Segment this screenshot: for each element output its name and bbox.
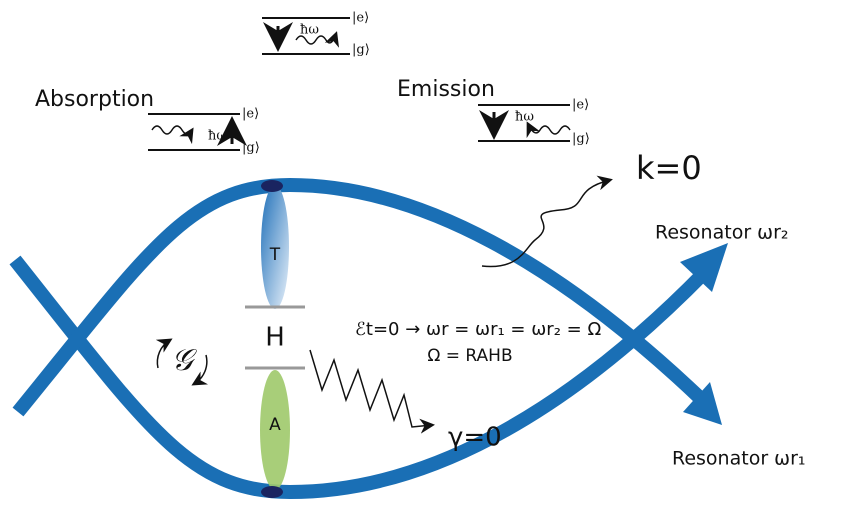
equation: ℰt=0 → ωr = ωr₁ = ωr₂ = Ω — [355, 319, 601, 340]
label: H — [265, 323, 285, 353]
resonator-curve — [18, 185, 700, 412]
label: ħω — [300, 23, 319, 38]
label: |e⟩ — [352, 11, 369, 26]
label: A — [269, 415, 281, 435]
photon-wave — [152, 126, 192, 134]
label: Resonator ωr₁ — [672, 448, 806, 470]
label: γ=0 — [448, 423, 502, 453]
label: T — [269, 245, 281, 265]
rotation-symbol: 𝒢 — [171, 343, 197, 378]
label: Emission — [397, 77, 495, 102]
photon-wave — [528, 124, 570, 134]
label: ħω — [515, 110, 534, 125]
label: Resonator ωr₂ — [655, 222, 789, 244]
cap — [261, 180, 283, 192]
rotation-arrow — [157, 340, 170, 368]
equation: Ω = RAHB — [427, 346, 512, 366]
label: |e⟩ — [242, 107, 259, 122]
diagram: T H A 𝒢 k=0 Resonator ωr₂ Resonator ωr₁ … — [0, 0, 851, 515]
cap — [261, 486, 283, 498]
label: |g⟩ — [352, 43, 370, 58]
label: ħω — [208, 129, 227, 144]
rotation-arrow — [194, 355, 207, 384]
label: Absorption — [35, 87, 154, 112]
label: |e⟩ — [572, 98, 589, 113]
label: |g⟩ — [242, 141, 260, 156]
decay-wave — [310, 350, 432, 427]
label: |g⟩ — [572, 132, 590, 147]
label: k=0 — [636, 149, 702, 187]
